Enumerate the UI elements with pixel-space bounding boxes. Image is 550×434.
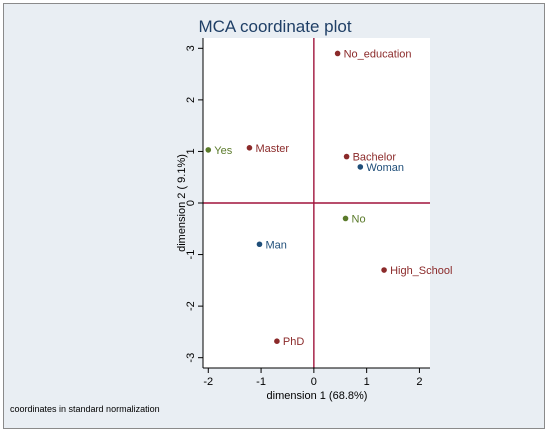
point-label: Man xyxy=(265,239,286,251)
y-tick-label: -3 xyxy=(185,353,197,363)
point-label: Bachelor xyxy=(353,152,397,164)
y-axis-label: dimension 2 ( 9.1%) xyxy=(176,154,188,252)
point-marker xyxy=(342,215,349,222)
x-tick-label: 1 xyxy=(364,376,370,388)
y-tick-label: 3 xyxy=(185,45,197,51)
point-label: No xyxy=(352,213,366,225)
point-label: Woman xyxy=(366,162,404,174)
x-tick-label: 2 xyxy=(416,376,422,388)
y-tick-label: -1 xyxy=(185,250,197,260)
point-marker xyxy=(343,153,350,160)
y-tick-label: 0 xyxy=(185,200,197,206)
chart-frame: MCA coordinate plot 3 2 1 0 -1 -2 -3 -2 -1 0 1 2 No… xyxy=(3,3,545,429)
point-label: No_education xyxy=(344,48,412,60)
axes-group: 3 2 1 0 -1 -2 -3 -2 -1 0 1 2 xyxy=(185,38,430,388)
point-label: Master xyxy=(255,143,289,155)
x-tick-label: -1 xyxy=(256,376,266,388)
x-tick-label: 0 xyxy=(311,376,317,388)
y-tick-label: 2 xyxy=(185,97,197,103)
point-marker xyxy=(205,147,212,153)
point-label: PhD xyxy=(283,336,304,348)
chart-title: MCA coordinate plot xyxy=(198,17,351,36)
x-tick-label: -2 xyxy=(203,376,213,388)
point-marker xyxy=(246,145,253,151)
point-marker xyxy=(256,241,263,248)
y-tick-label: 1 xyxy=(185,148,197,154)
point-label: Yes xyxy=(214,145,232,157)
point-label: High_School xyxy=(390,265,452,277)
y-tick-label: -2 xyxy=(185,301,197,311)
point-marker xyxy=(274,338,280,344)
point-marker xyxy=(357,164,364,170)
mca-chart: MCA coordinate plot 3 2 1 0 -1 -2 -3 -2 -1 0 1 2 No… xyxy=(10,17,452,414)
point-marker xyxy=(334,50,341,57)
x-axis-label: dimension 1 (68.8%) xyxy=(267,390,368,402)
footnote: coordinates in standard normalization xyxy=(10,404,160,414)
point-marker xyxy=(381,267,387,273)
